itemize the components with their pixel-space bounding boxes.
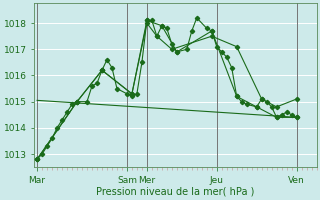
X-axis label: Pression niveau de la mer( hPa ): Pression niveau de la mer( hPa ) [96, 187, 254, 197]
